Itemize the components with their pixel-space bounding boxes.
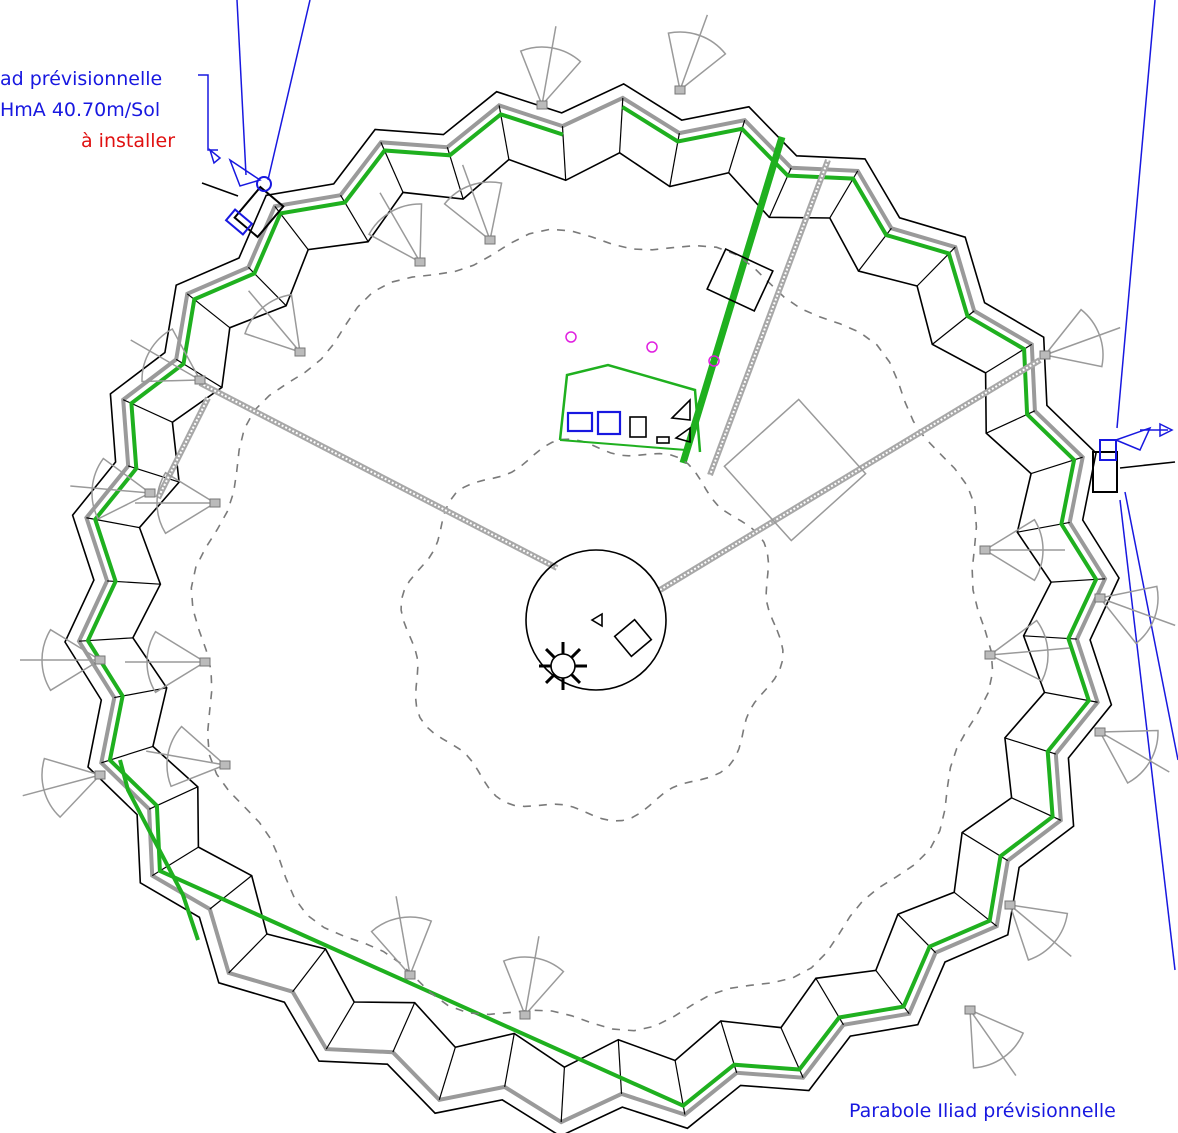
- sector-antenna-icon: [964, 1005, 1025, 1076]
- sector-antenna-icon: [1039, 308, 1121, 368]
- sector-antenna-icon: [979, 518, 1065, 582]
- sector-antenna-icon: [370, 896, 433, 980]
- sector-antenna-icon: [443, 164, 503, 245]
- fan-blade: [544, 647, 556, 659]
- sector-antenna-icon: [1004, 900, 1072, 961]
- dashed-zones: [190, 228, 994, 1032]
- sector-antenna-icon: [70, 457, 156, 520]
- wall-block-edge: [209, 875, 253, 910]
- label-height-left: HmA 40.70m/Sol: [0, 99, 161, 121]
- central-mast: [525, 549, 667, 691]
- sector-antennas: [20, 14, 1176, 1076]
- wall-block-edge: [617, 1039, 623, 1094]
- wall-block-edge: [561, 126, 567, 181]
- wall-block-edge: [228, 933, 268, 974]
- fan-blade: [544, 673, 556, 685]
- wall-block-edge: [325, 1001, 355, 1050]
- left-planned-equipment: [201, 158, 285, 239]
- sector-antenna-icon: [984, 619, 1070, 682]
- label-to-install: à installer: [81, 130, 176, 152]
- sector-antenna-icon: [130, 328, 206, 385]
- sector-antenna-icon: [244, 290, 306, 357]
- blue-leader-lines: [198, 0, 1178, 971]
- sector-antenna-icon: [1094, 727, 1170, 784]
- wall-block-edge: [392, 1002, 416, 1053]
- right-planned-equipment: [1092, 426, 1176, 493]
- sector-antenna-icon: [20, 628, 106, 692]
- wall-block-edge: [292, 948, 326, 993]
- label-planned-dish-right: Parabole Iliad prévisionnelle: [849, 1100, 1116, 1122]
- sector-antenna-icon: [667, 14, 727, 95]
- sector-antenna-icon: [502, 936, 565, 1020]
- wall-block-edge: [438, 1047, 456, 1101]
- sector-antenna-icon: [519, 26, 582, 110]
- sector-antenna-icon: [1094, 585, 1176, 645]
- label-planned-dish-left: ad prévisionnelle: [0, 68, 163, 90]
- sector-antenna-icon: [368, 192, 426, 267]
- outer-wall: [64, 82, 1120, 1133]
- fan-blade: [570, 647, 582, 659]
- wall-block-edge: [560, 1067, 566, 1123]
- sector-antenna-icon: [146, 725, 231, 788]
- sector-antenna-icon: [135, 471, 221, 535]
- sector-antenna-icon: [22, 757, 106, 819]
- equipment-area: [558, 248, 867, 542]
- fan-blade: [570, 673, 582, 685]
- sector-antenna-icon: [125, 630, 211, 694]
- wall-block-edge: [504, 1033, 515, 1087]
- cable-trays: [155, 158, 1042, 593]
- fan-icon: [539, 642, 587, 690]
- wall-block-edge: [618, 97, 624, 153]
